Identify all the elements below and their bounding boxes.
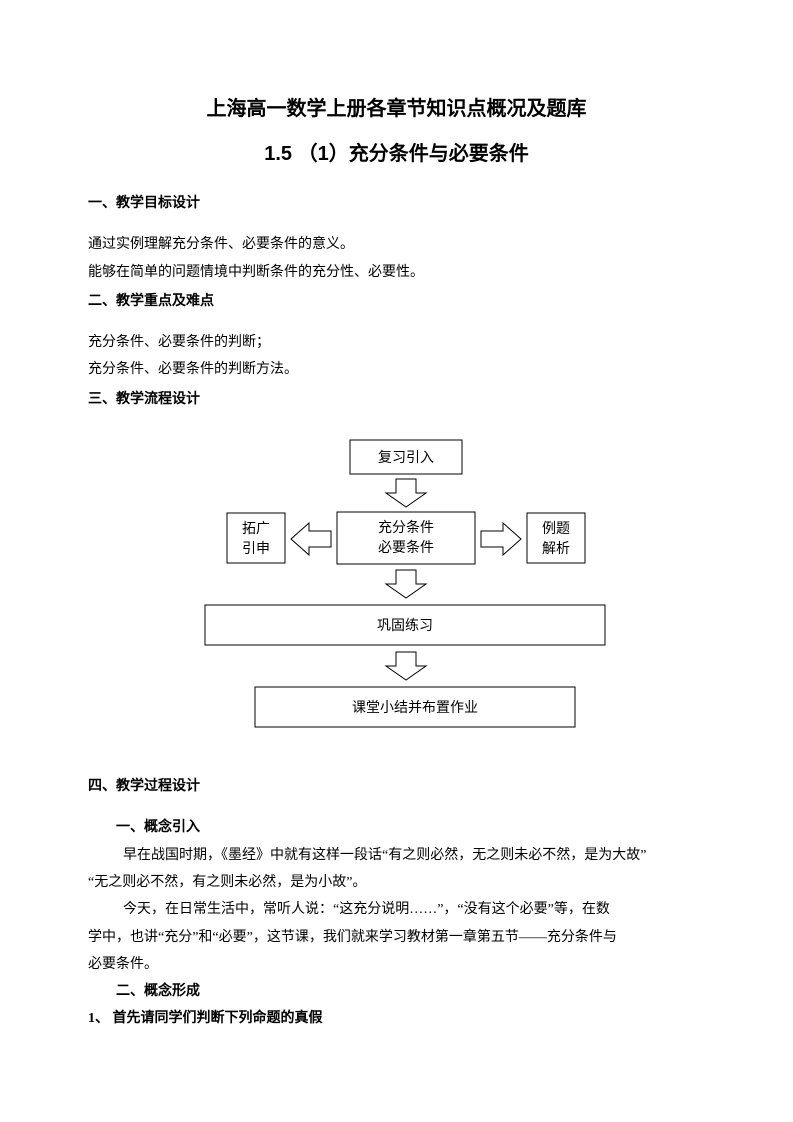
section-4-q1: 1、 首先请同学们判断下列命题的真假 <box>88 1005 705 1032</box>
section-1-p2: 能够在简单的问题情境中判断条件的充分性、必要性。 <box>88 259 705 286</box>
flow-text-extend-l2: 引申 <box>242 541 270 557</box>
flow-box-center <box>337 512 475 564</box>
flow-text-summary: 课堂小结并布置作业 <box>352 700 478 716</box>
flowchart: 复习引入 充分条件 必要条件 拓广 引申 例题 解析 巩固练习 <box>147 435 647 765</box>
section-4-sub2: 二、概念形成 <box>88 978 705 1005</box>
flow-text-review: 复习引入 <box>378 449 434 466</box>
flow-text-practice: 巩固练习 <box>377 618 433 634</box>
section-1-head: 一、教学目标设计 <box>88 190 705 217</box>
page-root: 上海高一数学上册各章节知识点概况及题库 1.5 （1）充分条件与必要条件 一、教… <box>0 0 793 1122</box>
flow-text-example-l1: 例题 <box>542 521 570 537</box>
title-sub: 1.5 （1）充分条件与必要条件 <box>88 135 705 174</box>
title-main: 上海高一数学上册各章节知识点概况及题库 <box>88 90 705 129</box>
section-4-p1: 早在战国时期，《墨经》中就有这样一段话“有之则必然，无之则未必不然，是为大故” <box>88 842 705 869</box>
section-3-head: 三、教学流程设计 <box>88 386 705 413</box>
flow-text-example-l2: 解析 <box>542 541 570 557</box>
section-2-p2: 充分条件、必要条件的判断方法。 <box>88 356 705 383</box>
section-4-p2: “无之则必不然，有之则未必然，是为小故”。 <box>88 869 705 896</box>
section-4-p5: 必要条件。 <box>88 951 705 978</box>
section-4-p3: 今天，在日常生活中，常听人说：“这充分说明……”，“没有这个必要”等，在数 <box>88 896 705 923</box>
flow-text-center-l1: 充分条件 <box>378 519 434 536</box>
flow-text-center-l2: 必要条件 <box>378 539 434 556</box>
section-4-sub1: 一、概念引入 <box>88 814 705 841</box>
arrow-left-icon <box>291 523 331 555</box>
arrow-down-icon <box>386 570 426 598</box>
arrow-down-icon <box>386 652 426 680</box>
section-4-head: 四、教学过程设计 <box>88 773 705 800</box>
arrow-right-icon <box>481 523 521 555</box>
section-1-p1: 通过实例理解充分条件、必要条件的意义。 <box>88 231 705 258</box>
section-4-p4: 学中，也讲“充分”和“必要”，这节课，我们就来学习教材第一章第五节——充分条件与 <box>88 924 705 951</box>
section-2-p1: 充分条件、必要条件的判断； <box>88 329 705 356</box>
arrow-down-icon <box>386 479 426 507</box>
flow-text-extend-l1: 拓广 <box>242 521 270 537</box>
section-2-head: 二、教学重点及难点 <box>88 288 705 315</box>
